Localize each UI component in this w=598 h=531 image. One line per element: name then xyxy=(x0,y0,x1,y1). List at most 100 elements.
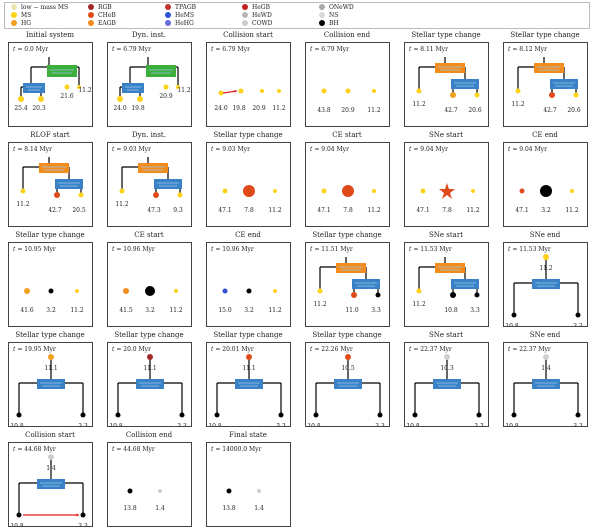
time-prefix: t ≃ xyxy=(211,246,223,253)
mass-label: 3.2 xyxy=(244,307,254,314)
star-marker xyxy=(412,412,418,418)
time-value: 9.03 Myr xyxy=(123,146,151,153)
mass-label: 11.2 xyxy=(115,201,129,208)
orbit-box xyxy=(532,279,560,289)
mass-label: 24.0 xyxy=(113,105,127,112)
star-marker xyxy=(277,89,281,93)
mass-label: 9.3 xyxy=(173,207,183,214)
system-diagram xyxy=(24,288,79,294)
star-marker xyxy=(273,189,277,193)
mass-label: 13.8 xyxy=(123,505,137,512)
mass-label: 20.6 xyxy=(468,107,482,114)
star-marker xyxy=(16,412,22,418)
legend-label: HG xyxy=(21,20,32,27)
mass-label: 20.9 xyxy=(159,93,173,100)
time-prefix: t ≃ xyxy=(310,146,322,153)
star-marker xyxy=(317,288,323,294)
mass-label: 20.9 xyxy=(341,107,355,114)
time-prefix: t ≃ xyxy=(310,246,322,253)
panel-title: Stellar type change xyxy=(312,231,382,239)
panel-time: t ≃ 8.14 Myr xyxy=(13,146,52,153)
orbit-box xyxy=(435,63,465,73)
mass-label: 11.2 xyxy=(177,87,191,94)
system-diagram xyxy=(119,157,183,198)
star-marker xyxy=(345,88,351,94)
panel-time: t ≃ 0.0 Myr xyxy=(13,46,48,53)
legend-item: NS xyxy=(319,12,338,20)
star-marker xyxy=(575,412,581,418)
mass-label: 42.7 xyxy=(543,107,557,114)
panel-title: Stellar type change xyxy=(312,331,382,339)
event-panel: t ≃ 44.68 Myr 1.4 10.8 3.3 xyxy=(8,442,93,527)
time-value: 22.26 Myr xyxy=(321,346,353,353)
velocity-arrowhead xyxy=(76,513,79,517)
mass-label: 1.4 xyxy=(155,505,165,512)
orbit-box xyxy=(55,179,83,189)
legend-label: HeHG xyxy=(175,20,194,27)
system-diagram xyxy=(222,185,277,197)
mass-label: 11.2 xyxy=(169,307,183,314)
event-panel: t ≃ 11.51 Myr 11.2 11.0 3.3 xyxy=(305,242,390,327)
orbit-box xyxy=(154,179,182,189)
legend-label: ONeWD xyxy=(329,4,354,11)
time-prefix: t ≃ xyxy=(211,46,223,53)
legend-label: HeWD xyxy=(252,12,272,19)
system-diagram xyxy=(117,57,180,102)
star-marker xyxy=(153,192,159,198)
legend-label: HeGB xyxy=(252,4,270,11)
orbit-box xyxy=(122,83,144,93)
legend-marker-icon xyxy=(319,12,325,18)
star-marker xyxy=(147,354,153,360)
orbit-box xyxy=(451,279,479,289)
mass-label: 10.8 xyxy=(505,323,519,327)
mass-label: 11.2 xyxy=(78,87,92,94)
system-diagram xyxy=(511,254,581,318)
mass-label: 3.3 xyxy=(573,323,583,327)
event-panel: t ≃ 22.26 Myr 10.5 10.8 3.3 xyxy=(305,342,390,427)
event-panel: t ≃ 8.12 Myr 11.2 42.7 20.6 xyxy=(503,42,588,127)
star-marker xyxy=(238,88,244,94)
star-marker xyxy=(18,96,24,102)
orbit-box xyxy=(37,479,65,489)
mass-label: 11.2 xyxy=(272,105,286,112)
time-value: 19.95 Myr xyxy=(24,346,56,353)
system-diagram xyxy=(515,57,579,98)
mass-label: 11.2 xyxy=(16,201,30,208)
orbit-box xyxy=(47,65,77,77)
time-value: 11.51 Myr xyxy=(321,246,353,253)
panel-title: CE end xyxy=(235,231,261,239)
star-marker xyxy=(54,192,60,198)
time-value: 11.53 Myr xyxy=(420,246,452,253)
star-marker xyxy=(511,312,517,318)
star-marker xyxy=(260,89,264,93)
event-panel: t ≃ 9.03 Myr 47.1 7.8 11.2 xyxy=(206,142,291,227)
mass-label: 11.2 xyxy=(268,307,282,314)
system-diagram xyxy=(420,183,475,199)
star-marker xyxy=(246,354,252,360)
orbit-box xyxy=(433,379,461,389)
star-marker xyxy=(375,292,381,298)
star-marker xyxy=(543,354,549,360)
legend-marker-icon xyxy=(11,4,17,10)
mass-label: 10.8 xyxy=(109,423,123,427)
mass-label: 10.8 xyxy=(505,423,519,427)
panel-time: t ≃ 6.79 Myr xyxy=(310,46,349,53)
star-marker xyxy=(158,489,162,493)
legend-marker-icon xyxy=(242,20,248,26)
time-value: 10.96 Myr xyxy=(222,246,254,253)
time-prefix: t ≃ xyxy=(508,146,520,153)
mass-label: 11.2 xyxy=(268,207,282,214)
time-value: 44.68 Myr xyxy=(24,446,56,453)
event-panel: t ≃ 22.37 Myr 1.4 10.8 3.3 xyxy=(503,342,588,427)
mass-label: 3.3 xyxy=(375,423,385,427)
orbit-box xyxy=(235,379,263,389)
star-marker xyxy=(163,84,169,90)
time-prefix: t ≃ xyxy=(13,346,25,353)
mass-label: 1.4 xyxy=(541,365,551,372)
star-marker xyxy=(351,292,357,298)
mass-label: 3.3 xyxy=(371,307,381,314)
mass-label: 47.1 xyxy=(317,207,331,214)
panel-title: Collision start xyxy=(223,31,273,39)
legend-label: EAGB xyxy=(98,20,116,27)
legend-label: CHeB xyxy=(98,12,116,19)
